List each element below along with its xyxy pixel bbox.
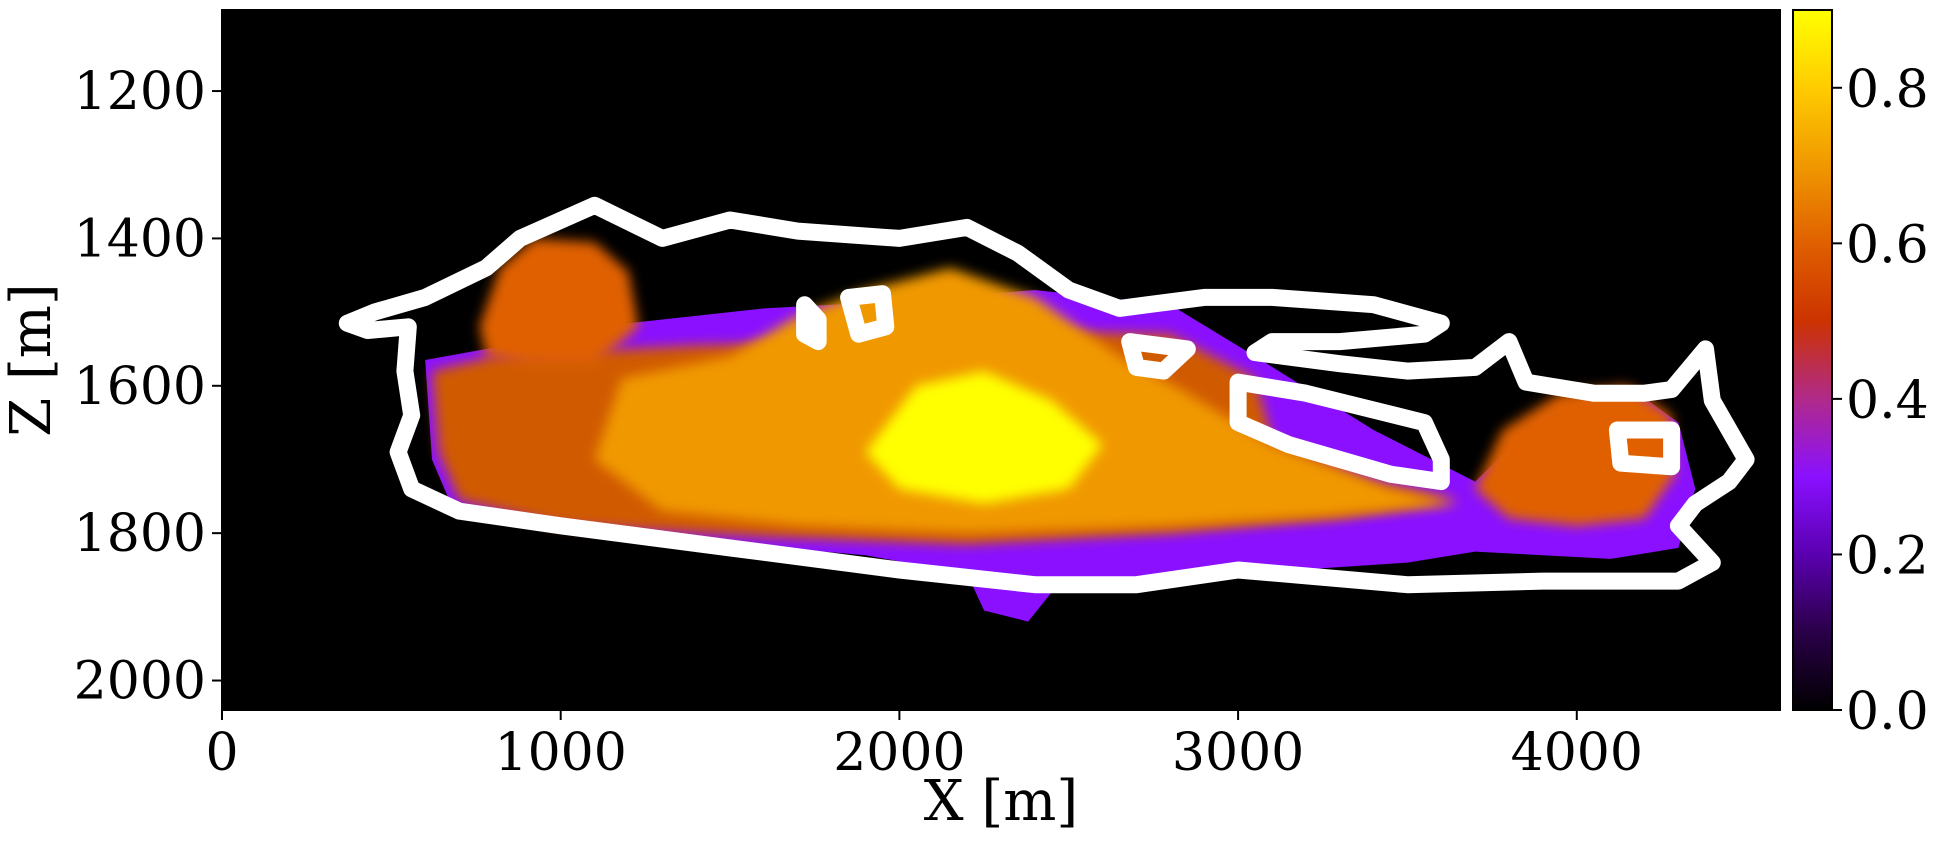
saturation-zone-3: [865, 371, 1103, 504]
colorbar-tick-label: 0.8: [1846, 60, 1929, 120]
saturation-zone-4: [1475, 385, 1675, 526]
plot-frame: [221, 9, 1781, 711]
y-tick-label: 1600: [74, 357, 206, 417]
contour-inner-0: [1121, 333, 1196, 380]
colorbar-tick-label: 0.4: [1846, 371, 1929, 431]
x-tick-label: 3000: [1172, 723, 1304, 783]
x-tick-label: 0: [205, 723, 238, 783]
colorbar: [1792, 9, 1833, 711]
contour-lines: [338, 196, 1755, 594]
y-tick-label: 1800: [74, 504, 206, 564]
contour-inner-3: [840, 285, 895, 343]
y-tick-label: 2000: [74, 652, 206, 712]
x-tick-label: 4000: [1511, 723, 1643, 783]
contour-inner-1: [1229, 373, 1450, 491]
x-tick-label: 2000: [833, 723, 965, 783]
x-axis-label: X [m]: [924, 769, 1078, 834]
contour-outer: [338, 196, 1755, 594]
colorbar-axis: 0.0 0.2 0.4 0.6 0.8: [1832, 60, 1929, 742]
y-tick-label: 1200: [74, 62, 206, 122]
saturation-zone-1: [479, 238, 639, 364]
y-axis-label: Z [m]: [0, 283, 64, 437]
colorbar-tick-label: 0.0: [1846, 682, 1929, 742]
colorbar-tick-label: 0.2: [1846, 526, 1929, 586]
colorbar-tick-label: 0.6: [1846, 215, 1929, 275]
saturation-field: [425, 238, 1696, 622]
contour-inner-2: [1608, 421, 1681, 476]
contour-inner-4: [796, 296, 827, 351]
x-tick-label: 1000: [495, 723, 627, 783]
y-axis: 1200 1400 1600 1800 2000: [74, 62, 222, 712]
y-tick-label: 1400: [74, 209, 206, 269]
x-axis: 0 1000 2000 3000 4000: [205, 710, 1643, 783]
